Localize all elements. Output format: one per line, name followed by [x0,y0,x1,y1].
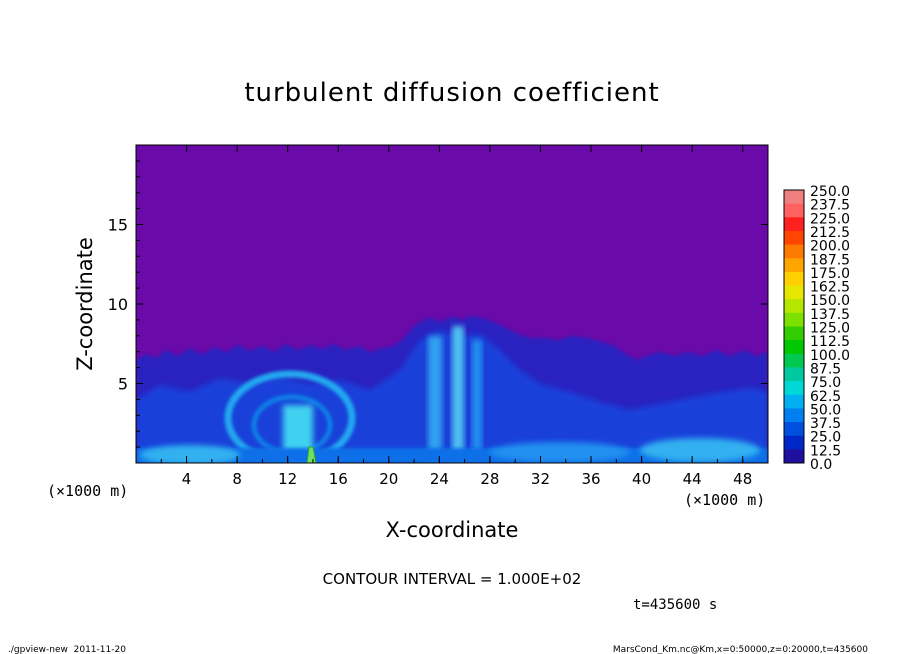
colorbar-label: 200.0 [810,239,850,255]
x-tick-label: 28 [480,470,499,488]
colorbar-swatch [784,285,804,300]
x-tick-label: 44 [683,470,702,488]
colorbar-label: 125.0 [810,321,850,337]
colorbar-label: 137.5 [810,307,850,323]
colorbar-label: 162.5 [810,280,850,296]
x-tick-label: 40 [632,470,651,488]
y-tick-label: 5 [118,375,128,394]
colorbar-label: 212.5 [810,225,850,241]
colorbar-swatch [784,353,804,368]
colorbar-swatch [784,394,804,409]
colorbar-swatch [784,244,804,259]
y-axis-ticks: 5 10 15 [108,160,768,448]
x-tick-label: 32 [531,470,550,488]
updraft-column-c [472,340,482,463]
colorbar-label: 50.0 [810,402,841,418]
colorbar-swatch [784,408,804,423]
colorbar-swatch [784,258,804,273]
footer-left: ./gpview-new 2011-11-20 [8,645,126,654]
colorbar-swatch [784,449,804,464]
surface-glow-left [140,445,240,463]
colorbar-label: 175.0 [810,266,850,282]
x-tick-label: 36 [581,470,600,488]
colorbar-swatch [784,203,804,218]
updraft-column-b [452,326,464,463]
colorbar-label: 225.0 [810,211,850,227]
surface-glow-right [640,438,760,462]
y-axis-label: Z-coordinate [73,237,97,371]
colorbar-label: 75.0 [810,375,841,391]
colorbar-label: 250.0 [810,184,850,200]
time-label: t=435600 s [633,597,717,613]
colorbar-label: 237.5 [810,198,850,214]
hot-spot [306,446,317,463]
colorbar-swatch [784,299,804,314]
x-axis-label: X-coordinate [386,518,519,542]
x-tick-label: 16 [329,470,348,488]
colorbar-label: 112.5 [810,334,850,350]
contour-interval: CONTOUR INTERVAL = 1.000E+02 [323,570,582,588]
colorbar-swatch [784,190,804,205]
colorbar-swatch [784,326,804,341]
x-unit-right: (×1000 m) [684,491,765,509]
colorbar-swatch [784,217,804,232]
x-tick-label: 24 [430,470,449,488]
colorbar-label: 62.5 [810,389,841,405]
colorbar-label: 25.0 [810,430,841,446]
colorbar-label: 0.0 [810,457,832,473]
x-unit-left: (×1000 m) [47,482,128,500]
chart-title: turbulent diffusion coefficient [244,78,659,108]
x-tick-label: 8 [232,470,242,488]
colorbar-label: 87.5 [810,361,841,377]
colorbar-swatch [784,271,804,287]
x-axis-ticks: 4 8 12 16 20 24 28 32 36 40 44 48 [135,145,769,488]
updraft-column-a [428,336,442,463]
colorbar-swatch [784,340,804,355]
colorbar-swatch [784,381,804,396]
footer-right: MarsCond_Km.nc@Km,x=0:50000,z=0:20000,t=… [613,645,868,654]
y-tick-label: 15 [108,216,128,235]
turbulent-field [136,316,768,463]
colorbar-label: 37.5 [810,416,841,432]
surface-glow-mid [490,442,630,462]
colorbar-label: 187.5 [810,252,850,268]
x-tick-label: 12 [278,470,297,488]
colorbar-swatch [784,312,804,327]
colorbar-label: 100.0 [810,348,850,364]
y-tick-label: 10 [108,295,128,314]
colorbar-swatch [784,230,804,246]
colorbar-label: 12.5 [810,443,841,459]
colorbar-swatch [784,435,804,450]
x-tick-label: 20 [379,470,398,488]
x-tick-label: 48 [733,470,752,488]
colorbar-swatch [784,367,804,382]
colorbar-label: 150.0 [810,293,850,309]
colorbar-swatch [784,422,804,437]
colorbar: 250.0237.5225.0212.5200.0187.5175.0162.5… [784,184,850,473]
colorbar-frame [783,189,805,464]
x-tick-label: 4 [182,470,192,488]
